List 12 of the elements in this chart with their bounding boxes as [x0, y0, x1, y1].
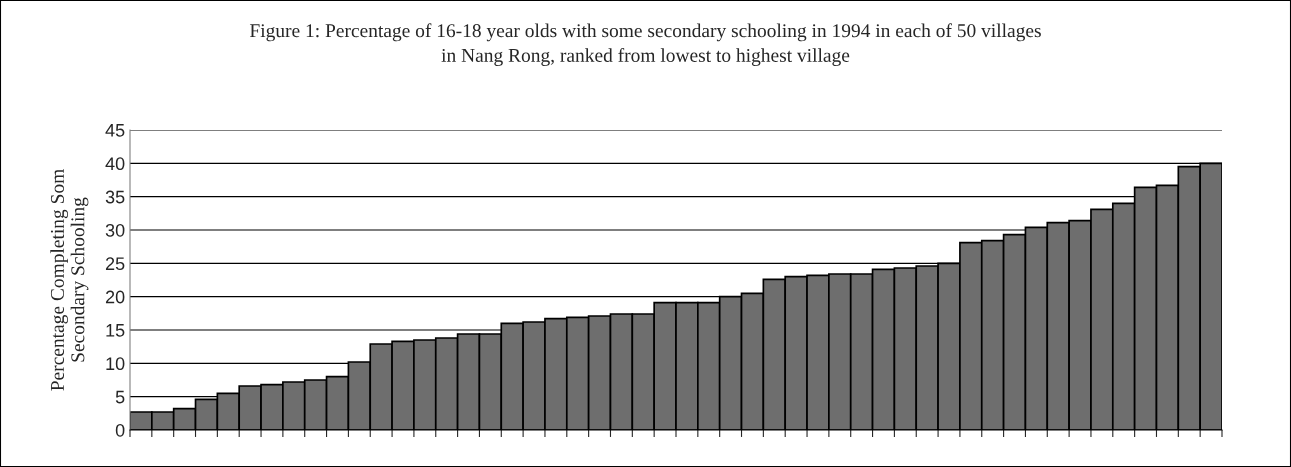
y-tick-label: 30 [105, 223, 125, 237]
y-tick-label: 0 [115, 423, 125, 437]
y-axis-title: Percentage Completing Som Secondary Schooling [50, 169, 89, 391]
y-tick-label: 20 [105, 290, 125, 304]
y-tick-label: 15 [106, 324, 125, 337]
y-tick-label: 25 [105, 257, 125, 271]
y-tick-label: 40 [105, 157, 125, 171]
y-tick-label: 5 [115, 390, 125, 404]
y-tick-label: 10 [106, 357, 125, 371]
y-tick-label: 45 [105, 124, 125, 137]
y-tick-label: 35 [105, 190, 125, 204]
chart-title: Figure 1: Percentage of 16-18 year olds with some secondary schooling in 1994 in each of 50 villages in Nang Rong, ranked from lowest to highest village [249, 23, 1041, 66]
